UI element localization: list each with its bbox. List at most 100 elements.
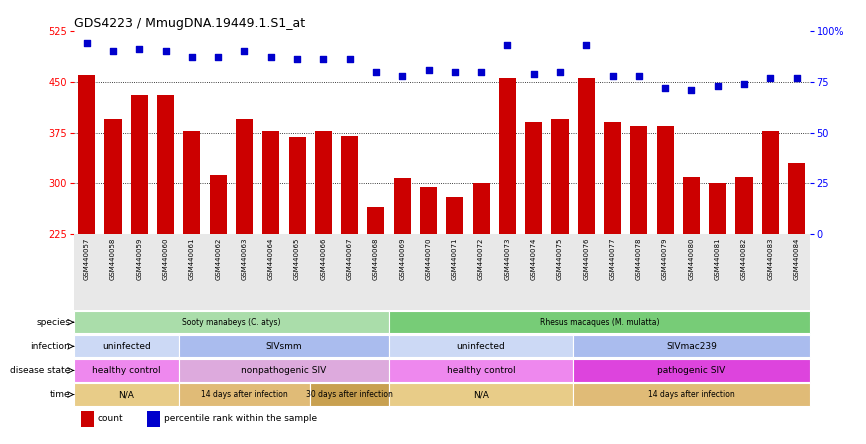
Bar xyxy=(525,123,542,234)
Text: GSM440079: GSM440079 xyxy=(662,238,668,280)
Bar xyxy=(389,384,573,406)
Text: GSM440063: GSM440063 xyxy=(242,238,248,280)
Bar xyxy=(656,126,674,234)
Point xyxy=(632,72,646,79)
Point xyxy=(290,56,304,63)
Text: disease state: disease state xyxy=(10,366,70,375)
Text: GSM440072: GSM440072 xyxy=(478,238,484,280)
Text: GSM440066: GSM440066 xyxy=(320,238,326,280)
Text: species: species xyxy=(36,318,70,327)
Text: healthy control: healthy control xyxy=(447,366,515,375)
Text: GSM440083: GSM440083 xyxy=(767,238,773,280)
Point xyxy=(264,54,278,61)
Bar xyxy=(78,75,95,234)
Text: GDS4223 / MmugDNA.19449.1.S1_at: GDS4223 / MmugDNA.19449.1.S1_at xyxy=(74,17,305,30)
Point xyxy=(185,54,199,61)
Bar xyxy=(74,335,178,357)
Text: GSM440082: GSM440082 xyxy=(741,238,747,280)
Text: count: count xyxy=(98,414,124,423)
Text: 14 days after infection: 14 days after infection xyxy=(648,390,734,399)
Text: GSM440060: GSM440060 xyxy=(163,238,169,280)
Bar xyxy=(683,177,700,234)
Text: GSM440075: GSM440075 xyxy=(557,238,563,280)
Point xyxy=(527,70,540,77)
Bar xyxy=(367,207,385,234)
Text: Rhesus macaques (M. mulatta): Rhesus macaques (M. mulatta) xyxy=(540,318,659,327)
Point xyxy=(763,74,777,81)
Bar xyxy=(389,311,810,333)
Text: GSM440081: GSM440081 xyxy=(714,238,721,280)
Bar xyxy=(178,384,310,406)
Text: GSM440064: GSM440064 xyxy=(268,238,274,280)
Text: SIVsmm: SIVsmm xyxy=(266,342,302,351)
Text: GSM440061: GSM440061 xyxy=(189,238,195,280)
Text: SIVmac239: SIVmac239 xyxy=(666,342,717,351)
Bar xyxy=(236,119,253,234)
Text: uninfected: uninfected xyxy=(456,342,506,351)
Bar xyxy=(578,79,595,234)
Text: GSM440080: GSM440080 xyxy=(688,238,695,280)
Bar xyxy=(178,359,389,381)
Point xyxy=(790,74,804,81)
Text: GSM440058: GSM440058 xyxy=(110,238,116,280)
Text: pathogenic SIV: pathogenic SIV xyxy=(657,366,726,375)
Text: GSM440076: GSM440076 xyxy=(584,238,589,280)
Bar xyxy=(394,178,410,234)
Text: healthy control: healthy control xyxy=(92,366,160,375)
Point xyxy=(369,68,383,75)
Point xyxy=(605,72,619,79)
Text: GSM440057: GSM440057 xyxy=(84,238,90,280)
Bar xyxy=(74,311,389,333)
Bar xyxy=(552,119,568,234)
Point xyxy=(579,42,593,49)
Point xyxy=(553,68,567,75)
Point xyxy=(316,56,330,63)
Text: GSM440065: GSM440065 xyxy=(294,238,300,280)
Bar xyxy=(709,183,727,234)
Point xyxy=(395,72,409,79)
Text: infection: infection xyxy=(30,342,70,351)
Text: GSM440073: GSM440073 xyxy=(504,238,510,280)
Point xyxy=(132,46,146,53)
Bar xyxy=(315,131,332,234)
Point xyxy=(211,54,225,61)
Text: uninfected: uninfected xyxy=(102,342,151,351)
Bar xyxy=(147,411,160,427)
Bar xyxy=(788,163,805,234)
Bar xyxy=(210,175,227,234)
Point xyxy=(422,66,436,73)
Text: nonpathogenic SIV: nonpathogenic SIV xyxy=(242,366,326,375)
Bar xyxy=(74,359,178,381)
Bar xyxy=(389,335,573,357)
Bar xyxy=(262,131,280,234)
Text: GSM440084: GSM440084 xyxy=(793,238,799,280)
Point xyxy=(107,48,120,55)
Bar xyxy=(389,359,573,381)
Bar xyxy=(473,183,489,234)
Bar xyxy=(178,335,389,357)
Text: GSM440078: GSM440078 xyxy=(636,238,642,280)
Bar xyxy=(310,384,389,406)
Point xyxy=(658,84,672,91)
Bar xyxy=(446,197,463,234)
Point xyxy=(343,56,357,63)
Point xyxy=(501,42,514,49)
Point xyxy=(475,68,488,75)
Bar xyxy=(573,335,810,357)
Point xyxy=(448,68,462,75)
Text: GSM440069: GSM440069 xyxy=(399,238,405,280)
Text: GSM440068: GSM440068 xyxy=(373,238,379,280)
Bar xyxy=(105,119,121,234)
Text: GSM440074: GSM440074 xyxy=(531,238,537,280)
Bar xyxy=(499,79,516,234)
Bar xyxy=(81,411,94,427)
Point xyxy=(158,48,172,55)
Text: percentile rank within the sample: percentile rank within the sample xyxy=(165,414,317,423)
Point xyxy=(737,80,751,87)
Text: GSM440071: GSM440071 xyxy=(452,238,458,280)
Text: GSM440070: GSM440070 xyxy=(425,238,431,280)
Bar xyxy=(341,136,359,234)
Text: GSM440059: GSM440059 xyxy=(136,238,142,280)
Point xyxy=(711,82,725,89)
Text: time: time xyxy=(49,390,70,399)
